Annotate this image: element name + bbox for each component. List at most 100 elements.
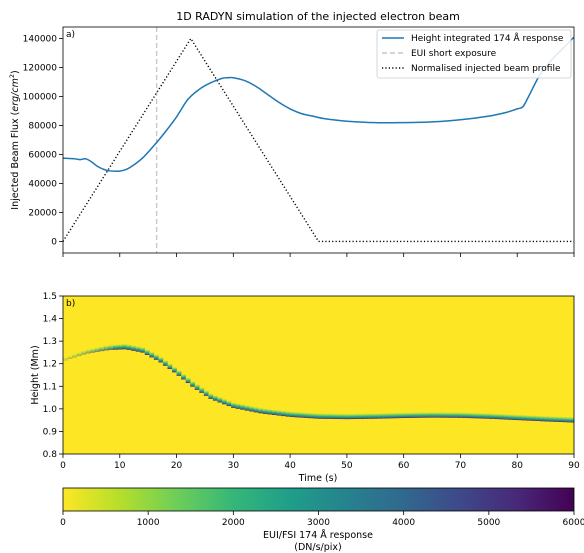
y-label-unit: erg/cm (10, 78, 21, 111)
y-label-main: Injected Beam Flux ( (10, 112, 21, 210)
heatmap-cell (185, 377, 191, 384)
heatmap-cell (449, 412, 455, 418)
heatmap-cell (549, 416, 554, 422)
heatmap-cell (376, 413, 382, 419)
panel-a-label: a) (66, 30, 75, 40)
legend-entry-response: Height integrated 174 Å response (411, 32, 564, 44)
x-tick-label: 60 (398, 461, 410, 471)
heatmap-cell (208, 393, 214, 399)
colorbar-tick-label: 6000 (563, 518, 584, 528)
heatmap-cell (76, 352, 82, 357)
heatmap-cell (90, 348, 96, 353)
heatmap-cell (385, 412, 391, 419)
x-tick-label: 80 (511, 461, 523, 471)
heatmap-cell (249, 406, 255, 412)
heatmap-cell (349, 413, 355, 420)
heatmap-cell (535, 415, 541, 422)
x-tick-label: 40 (284, 461, 296, 471)
heatmap-cell (140, 347, 146, 353)
heatmap-cell (335, 413, 341, 420)
panel-a-plot-area (63, 27, 574, 253)
heatmap-cell (362, 413, 368, 419)
heatmap-cell (244, 405, 250, 411)
heatmap-cell (485, 413, 491, 419)
heatmap-cell (221, 398, 227, 405)
heatmap-cell (94, 347, 100, 352)
x-tick-label: 50 (341, 461, 353, 471)
heatmap-cell (299, 412, 305, 418)
colorbar-tick-label: 2000 (222, 518, 245, 528)
heatmap-cell (231, 402, 236, 408)
heatmap-cell (258, 407, 264, 414)
heatmap-cell (312, 413, 318, 419)
heatmap-cell (462, 412, 468, 418)
heatmap-cell (380, 413, 386, 419)
panel-a-x-ticks (62, 253, 575, 257)
colorbar-ticks: 0 1000 2000 3000 4000 5000 6000 (60, 511, 584, 528)
heatmap-cell (371, 413, 377, 419)
heatmap-cell (358, 413, 364, 419)
panel-a-y-axis-label: Injected Beam Flux (erg/cm2) (8, 70, 21, 209)
y-tick-label: 0.8 (43, 450, 58, 460)
heatmap-cell (167, 363, 173, 370)
colorbar-tick-label: 0 (60, 518, 66, 528)
heatmap-cell (399, 412, 405, 419)
heatmap-cell (367, 413, 373, 419)
heatmap-cell (426, 412, 432, 418)
heatmap-cell (544, 416, 550, 422)
heatmap-cell (253, 406, 259, 413)
heatmap-cell (494, 413, 500, 420)
y-tick-label: 60000 (28, 150, 57, 160)
heatmap-cell (81, 350, 87, 355)
heatmap-cell (321, 413, 327, 419)
panel-b: 0.8 0.9 1.0 1.1 1.2 1.3 1.4 1.5 0 10 20 30 40 50 60 70… (30, 292, 580, 484)
y-tick-label: 1.0 (43, 405, 58, 415)
y-tick-label: 1.3 (43, 337, 57, 347)
heatmap-cell (403, 412, 409, 418)
heatmap-cell (444, 412, 450, 418)
heatmap-cell (499, 413, 504, 420)
x-tick-label: 10 (114, 461, 126, 471)
colorbar-label-line2: (DN/s/pix) (294, 542, 341, 553)
heatmap-cell (326, 413, 332, 419)
heatmap-cell (480, 413, 486, 419)
heatmap-cell (72, 354, 78, 358)
panel-b-y-ticks: 0.8 0.9 1.0 1.1 1.2 1.3 1.4 1.5 (43, 292, 63, 460)
panel-b-x-ticks: 0 10 20 30 40 50 60 70 80 90 (60, 454, 580, 471)
heatmap-cell (417, 412, 423, 418)
heatmap-cell (503, 414, 509, 420)
heatmap-cell (467, 412, 473, 419)
heatmap-cell (435, 412, 441, 418)
panel-b-x-axis-label: Time (s) (298, 473, 338, 484)
heatmap-cell (353, 413, 359, 420)
heatmap-cell (85, 349, 91, 354)
y-tick-label: 100000 (23, 93, 58, 103)
heatmap-cell (512, 414, 518, 420)
heatmap-cell (212, 395, 218, 401)
heatmap-cell (144, 349, 150, 355)
colorbar-tick-label: 3000 (307, 518, 330, 528)
series-beam-profile-line (63, 37, 574, 243)
heatmap-cell (181, 374, 187, 380)
y-tick-label: 1.2 (43, 360, 57, 370)
legend: Height integrated 174 Å response EUI sho… (376, 29, 572, 79)
heatmap-cell (430, 412, 436, 418)
heatmap-cell (203, 390, 209, 396)
heatmap-cell (158, 357, 164, 363)
heatmap-cell (562, 416, 568, 423)
legend-box (376, 29, 572, 79)
heatmap-cell (317, 413, 323, 419)
heatmap-cell (394, 412, 400, 419)
colorbar-tick-label: 4000 (392, 518, 415, 528)
heatmap-cell (176, 370, 182, 376)
colorbar: 0 1000 2000 3000 4000 5000 6000 EUI/FSI 174 Å … (60, 487, 584, 553)
panel-a-y-ticks: 0 20000 40000 60000 80000 100000 120000 140000 (23, 35, 63, 247)
panel-a-frame (62, 26, 575, 254)
heatmap-cell (131, 345, 137, 351)
colorbar-gradient (62, 487, 575, 512)
heatmap-cell (558, 416, 564, 422)
panel-b-label: b) (66, 299, 75, 309)
heatmap-cell (281, 410, 286, 417)
heatmap-cell (290, 411, 296, 418)
